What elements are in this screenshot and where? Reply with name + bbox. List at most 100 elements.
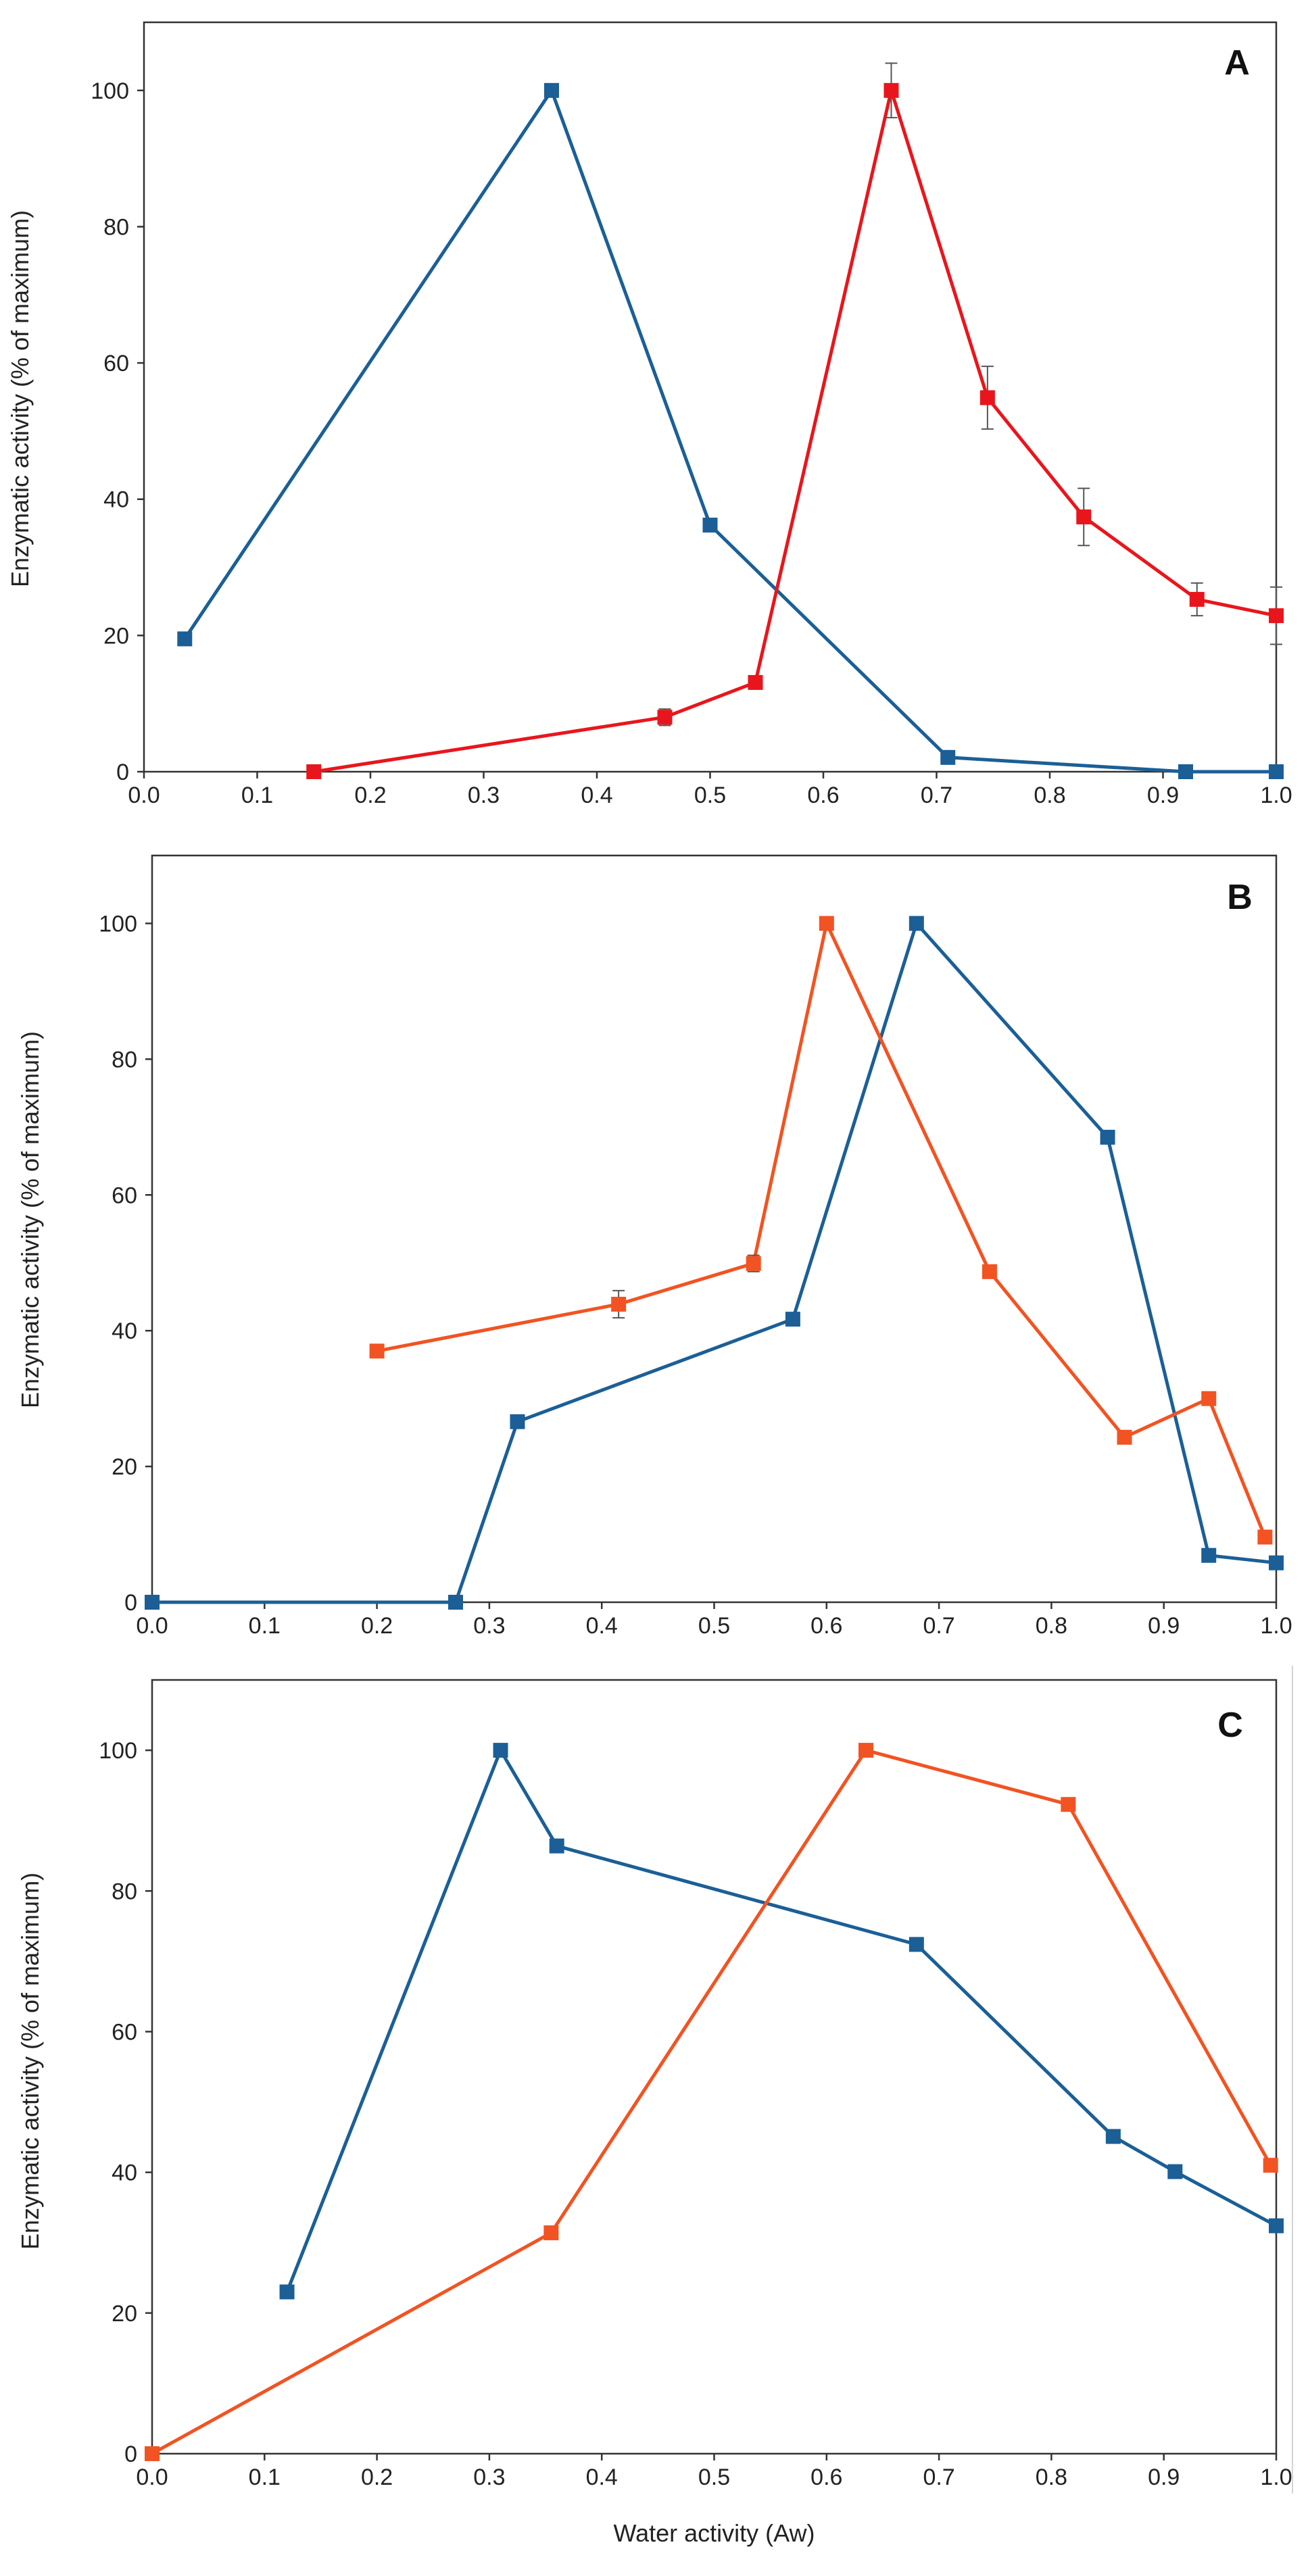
- data-point-blue: [909, 916, 924, 931]
- data-point-blue: [1269, 764, 1284, 779]
- data-point-blue: [1178, 764, 1193, 779]
- y-tick-label: 20: [112, 1454, 137, 1480]
- data-point-red: [1189, 591, 1205, 607]
- x-tick-label: 0.4: [586, 1613, 618, 1639]
- x-tick-label: 0.3: [473, 2464, 505, 2490]
- x-tick-label: 0.8: [1036, 2464, 1067, 2490]
- y-tick-label: 0: [124, 1590, 137, 1616]
- data-point-orange: [858, 1743, 874, 1758]
- x-tick-label: 0.4: [586, 2464, 618, 2490]
- y-tick-label: 80: [112, 1047, 137, 1072]
- data-point-orange: [1263, 2158, 1278, 2173]
- y-tick-label: 60: [112, 2019, 137, 2045]
- x-tick-label: 1.0: [1260, 783, 1292, 808]
- series-line-blue: [183, 89, 1276, 774]
- x-tick-label: 0.9: [1147, 783, 1179, 808]
- panel-a: 0.0 0.1 0.2 0.3 0.4 0.5 0.6 0.7 0.8 0.9 1.0 0 20 40 60…: [6, 21, 1292, 808]
- x-tick-label: 0.9: [1148, 1613, 1180, 1639]
- data-point-blue: [1167, 2164, 1183, 2179]
- x-tick-label: 0.2: [354, 783, 386, 808]
- data-point-blue: [279, 2284, 295, 2300]
- y-tick-label: 80: [112, 1879, 137, 1904]
- data-point-orange: [1117, 1429, 1132, 1445]
- y-tick-label: 80: [103, 214, 129, 240]
- series-orange: [145, 1743, 1278, 2461]
- panel-letter: C: [1217, 1706, 1243, 1745]
- data-point-red: [979, 390, 995, 405]
- panels: 0.0 0.1 0.2 0.3 0.4 0.5 0.6 0.7 0.8 0.9 1.0 0 20 40 60…: [6, 21, 1292, 2547]
- data-point-orange: [145, 2446, 160, 2461]
- x-tick-label: 0.6: [810, 1613, 842, 1639]
- data-point-blue: [544, 82, 559, 98]
- x-axis-label: Water activity (Aw): [613, 2519, 815, 2547]
- x-tick-label: 0.7: [921, 783, 952, 808]
- panel-letter: B: [1227, 878, 1253, 917]
- data-point-orange: [543, 2225, 559, 2241]
- y-tick-label: 0: [124, 2442, 137, 2467]
- x-tick-label: 0.0: [136, 1613, 168, 1639]
- x-tick-label: 0.2: [361, 1613, 393, 1639]
- data-point-blue: [1269, 1555, 1284, 1570]
- x-tick-label: 0.3: [473, 1613, 505, 1639]
- data-point-orange: [1201, 1391, 1217, 1406]
- series-blue: [279, 1743, 1284, 2300]
- data-point-blue: [448, 1595, 464, 1610]
- data-point-orange: [1061, 1797, 1076, 1812]
- series-line-blue: [152, 922, 1277, 1604]
- data-point-blue: [785, 1312, 800, 1327]
- series-line-red: [313, 89, 1277, 774]
- data-point-blue: [549, 1838, 564, 1854]
- y-axis-label: Enzymatic activity (% of maximum): [6, 210, 34, 587]
- x-tick-label: 0.3: [468, 783, 500, 808]
- data-point-red: [306, 764, 322, 779]
- data-point-blue: [510, 1414, 525, 1429]
- data-point-blue: [1100, 1129, 1115, 1145]
- x-tick-label: 1.0: [1260, 2464, 1292, 2490]
- data-point-blue: [702, 518, 718, 533]
- data-point-red: [657, 710, 673, 725]
- y-axis-label: Enzymatic activity (% of maximum): [16, 1031, 44, 1408]
- x-tick-label: 0.5: [698, 2464, 730, 2490]
- data-point-blue: [1201, 1547, 1217, 1563]
- data-point-red: [1076, 509, 1092, 524]
- data-point-orange: [746, 1256, 761, 1271]
- data-point-orange: [1257, 1529, 1273, 1545]
- data-point-blue: [177, 631, 193, 647]
- x-tick-label: 0.6: [810, 2464, 842, 2490]
- x-tick-label: 0.2: [361, 2464, 393, 2490]
- y-tick-label: 0: [116, 760, 129, 785]
- y-tick-label: 40: [112, 2160, 137, 2186]
- x-tick-label: 0.6: [807, 783, 839, 808]
- panel-c: 0.0 0.1 0.2 0.3 0.4 0.5 0.6 0.7 0.8 0.9 1.0 0 20 40 60…: [16, 1679, 1292, 2547]
- data-point-blue: [1269, 2218, 1284, 2233]
- series-blue: [177, 82, 1284, 779]
- x-tick-label: 0.1: [249, 2464, 281, 2490]
- data-point-red: [883, 82, 899, 98]
- data-point-blue: [940, 749, 956, 765]
- data-point-blue: [909, 1937, 924, 1952]
- y-tick-label: 100: [91, 78, 129, 104]
- y-axis-label: Enzymatic activity (% of maximum): [16, 1873, 44, 2250]
- x-tick-label: 0.7: [923, 1613, 954, 1639]
- data-point-blue: [145, 1595, 160, 1610]
- x-tick-label: 0.8: [1034, 783, 1065, 808]
- data-point-orange: [369, 1343, 385, 1359]
- x-tick-label: 0.7: [923, 2464, 954, 2490]
- panel-letter: A: [1224, 43, 1250, 82]
- x-tick-label: 0.0: [128, 783, 160, 808]
- x-tick-label: 0.5: [698, 1613, 730, 1639]
- data-point-blue: [493, 1743, 508, 1758]
- series-orange: [369, 916, 1273, 1545]
- data-point-red: [748, 674, 763, 690]
- x-tick-label: 0.9: [1148, 2464, 1180, 2490]
- x-tick-label: 0.5: [694, 783, 726, 808]
- data-point-red: [1269, 608, 1284, 624]
- x-tick-label: 0.0: [136, 2464, 168, 2490]
- x-tick-label: 0.1: [249, 1613, 281, 1639]
- x-tick-label: 0.8: [1036, 1613, 1067, 1639]
- data-point-orange: [982, 1264, 997, 1279]
- y-tick-label: 40: [112, 1318, 137, 1344]
- series-red: [306, 62, 1284, 779]
